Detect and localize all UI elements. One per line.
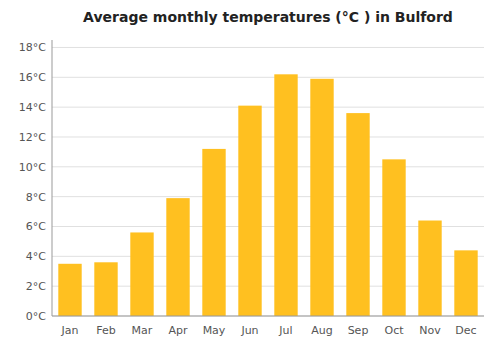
grid-line (52, 316, 484, 317)
bar (94, 262, 117, 316)
bar (130, 232, 153, 316)
y-tick-label: 8°C (26, 191, 46, 204)
x-tick-label: Jun (240, 324, 258, 337)
bar (346, 113, 369, 316)
x-tick-label: Dec (455, 324, 476, 337)
bar (310, 79, 333, 316)
y-tick-label: 12°C (19, 131, 46, 144)
bar (202, 149, 225, 316)
x-tick-label: Feb (96, 324, 115, 337)
grid-line (52, 107, 484, 108)
x-tick-label: Jan (61, 324, 79, 337)
grid-line (52, 196, 484, 197)
y-axis-line (52, 40, 53, 316)
bar (418, 221, 441, 316)
y-tick-label: 10°C (19, 161, 46, 174)
x-tick-label: Apr (168, 324, 188, 337)
bar (274, 74, 297, 316)
y-tick-label: 4°C (26, 250, 46, 263)
bar (166, 198, 189, 316)
chart-svg: Average monthly temperatures (°C ) in Bu… (0, 0, 500, 350)
grid-line (52, 136, 484, 137)
x-tick-label: Nov (419, 324, 441, 337)
grid-line (52, 47, 484, 48)
y-tick-label: 18°C (19, 41, 46, 54)
y-tick-label: 14°C (19, 101, 46, 114)
bar (454, 250, 477, 316)
bar (382, 159, 405, 316)
y-tick-label: 16°C (19, 71, 46, 84)
x-tick-label: Mar (132, 324, 153, 337)
x-tick-label: Oct (384, 324, 404, 337)
x-tick-label: May (203, 324, 226, 337)
chart-container: Average monthly temperatures (°C ) in Bu… (0, 0, 500, 350)
x-tick-label: Aug (311, 324, 332, 337)
y-tick-label: 6°C (26, 220, 46, 233)
bar (238, 106, 261, 316)
y-tick-label: 0°C (26, 310, 46, 323)
y-tick-label: 2°C (26, 280, 46, 293)
bars (58, 74, 477, 316)
grid-line (52, 77, 484, 78)
y-grid (52, 47, 484, 316)
x-tick-label: Jul (278, 324, 292, 337)
x-axis-line (52, 316, 484, 317)
chart-title: Average monthly temperatures (°C ) in Bu… (83, 9, 453, 25)
grid-line (52, 166, 484, 167)
bar (58, 264, 81, 316)
x-tick-label: Sep (348, 324, 369, 337)
